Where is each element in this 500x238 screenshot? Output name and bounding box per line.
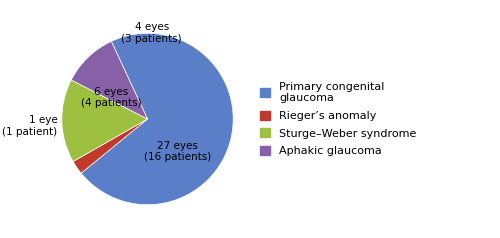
Legend: Primary congenital
glaucoma, Rieger’s anomaly, Sturge–Weber syndrome, Aphakic gl: Primary congenital glaucoma, Rieger’s an… <box>260 82 416 156</box>
Wedge shape <box>62 80 148 162</box>
Text: 4 eyes
(3 patients): 4 eyes (3 patients) <box>122 22 182 44</box>
Text: 1 eye
(1 patient): 1 eye (1 patient) <box>2 115 58 137</box>
Text: 6 eyes
(4 patients): 6 eyes (4 patients) <box>81 87 142 108</box>
Wedge shape <box>71 41 148 119</box>
Text: 27 eyes
(16 patients): 27 eyes (16 patients) <box>144 141 211 162</box>
Wedge shape <box>81 33 233 205</box>
Wedge shape <box>73 119 148 173</box>
